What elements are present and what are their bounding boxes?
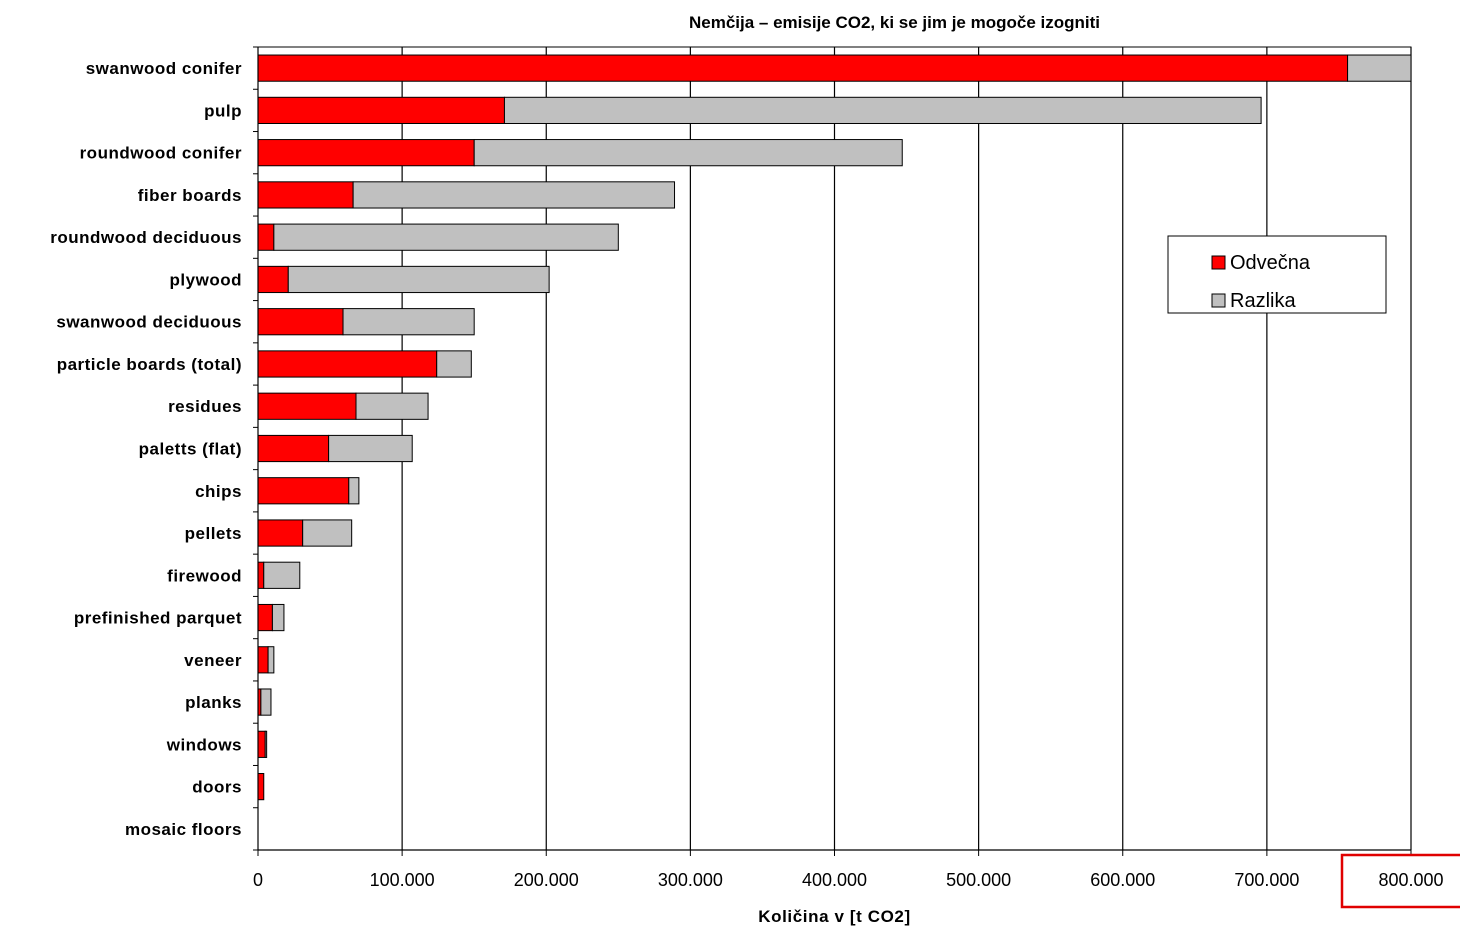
x-tick-label: 100.000 xyxy=(370,870,435,890)
x-tick-label: 200.000 xyxy=(514,870,579,890)
legend-swatch xyxy=(1211,255,1226,270)
bar-segment-razlika xyxy=(348,477,360,505)
category-label: planks xyxy=(185,693,242,712)
bar-segment-razlika xyxy=(436,350,472,378)
x-tick-labels: 0 100.000 200.000 300.000 400.000 500.000 600.… xyxy=(253,870,1444,890)
x-axis-label: Količina v [t CO2] xyxy=(758,907,911,926)
category-label: doors xyxy=(192,778,242,797)
bar-segment-odvecna xyxy=(257,730,266,758)
category-labels: swanwood conifer pulp roundwood conifer fib… xyxy=(50,59,242,839)
category-label: particle boards (total) xyxy=(57,355,242,374)
category-label: mosaic floors xyxy=(125,820,242,839)
category-label: fiber boards xyxy=(138,186,242,205)
bar-segment-razlika xyxy=(328,434,413,463)
bar-segment-razlika xyxy=(473,139,903,167)
bar-segment-razlika xyxy=(1347,54,1412,82)
legend-box xyxy=(1167,235,1387,314)
category-label: plywood xyxy=(170,270,242,289)
legend-swatch xyxy=(1211,293,1226,308)
category-label: paletts (flat) xyxy=(139,440,242,459)
category-label: roundwood deciduous xyxy=(50,228,242,247)
x-tick-label: 400.000 xyxy=(802,870,867,890)
x-tick-label: 0 xyxy=(253,870,263,890)
chart-title: Nemčija – emisije CO2, ki se jim je mogo… xyxy=(689,13,1100,32)
axes-group xyxy=(253,46,1412,856)
bar-segment-razlika xyxy=(503,96,1262,124)
category-label: chips xyxy=(195,482,242,501)
bar-segment-odvecna xyxy=(257,181,354,209)
bar-segment-razlika xyxy=(264,730,268,758)
x-tick-label: 600.000 xyxy=(1090,870,1155,890)
x-tick-label: 700.000 xyxy=(1234,870,1299,890)
legend: Odvečna Razlika xyxy=(1167,235,1387,314)
category-label: swanwood deciduous xyxy=(56,313,242,332)
bar-segment-razlika xyxy=(302,519,353,547)
legend-label: Razlika xyxy=(1230,290,1296,312)
category-label: swanwood conifer xyxy=(86,59,242,78)
bar-segment-odvecna xyxy=(257,434,330,463)
bar-segment-razlika xyxy=(260,688,272,716)
bar-segment-odvecna xyxy=(257,223,275,251)
bar-segment-odvecna xyxy=(257,96,505,124)
category-label: firewood xyxy=(167,566,242,585)
x-tick-label: 500.000 xyxy=(946,870,1011,890)
bar-segment-odvecna xyxy=(257,308,344,336)
bar-segment-razlika xyxy=(271,603,285,632)
category-label: windows xyxy=(166,735,242,754)
bar-segment-odvecna xyxy=(257,139,475,167)
bar-segment-odvecna xyxy=(257,603,273,632)
legend-label: Odvečna xyxy=(1230,252,1311,274)
category-label: roundwood conifer xyxy=(80,144,242,163)
bar-segment-razlika xyxy=(273,223,619,251)
bar-segment-razlika xyxy=(355,392,429,420)
bar-segment-razlika xyxy=(267,646,275,674)
gridlines xyxy=(401,47,1412,850)
bar-segment-odvecna xyxy=(257,646,269,674)
bars-group xyxy=(257,54,1412,801)
category-label: veneer xyxy=(184,651,242,670)
category-label: prefinished parquet xyxy=(74,609,242,628)
bar-segment-odvecna xyxy=(257,265,289,294)
bar-segment-razlika xyxy=(342,308,475,336)
bar-segment-razlika xyxy=(287,265,550,294)
bar-segment-odvecna xyxy=(257,561,265,589)
category-label: pulp xyxy=(204,101,242,120)
category-label: pellets xyxy=(185,524,242,543)
bar-segment-razlika xyxy=(352,181,676,209)
x-tick-label: 300.000 xyxy=(658,870,723,890)
highlight-box xyxy=(1340,853,1460,909)
bar-segment-odvecna xyxy=(257,54,1349,82)
bar-segment-odvecna xyxy=(257,392,357,420)
bar-segment-odvecna xyxy=(257,477,350,505)
category-label: residues xyxy=(168,397,242,416)
bar-segment-odvecna xyxy=(257,350,438,378)
bar-segment-odvecna xyxy=(257,519,304,547)
bar-segment-razlika xyxy=(263,561,301,589)
x-tick-label: 800.000 xyxy=(1378,870,1443,890)
bar-segment-odvecna xyxy=(257,773,265,801)
